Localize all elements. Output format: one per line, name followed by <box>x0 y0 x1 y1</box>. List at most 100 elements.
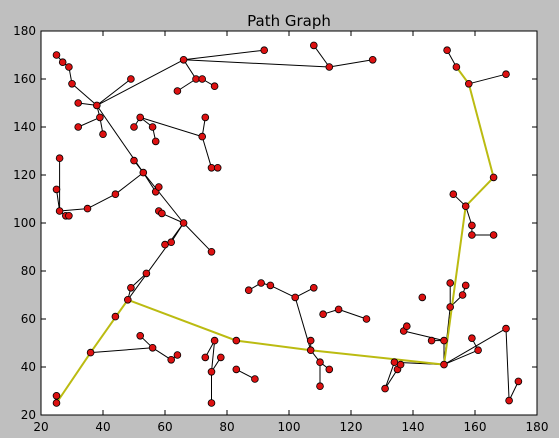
chart-title: Path Graph <box>247 12 331 30</box>
graph-node <box>444 47 451 54</box>
graph-node <box>317 383 324 390</box>
graph-node <box>462 282 469 289</box>
x-tick-label: 120 <box>340 420 363 434</box>
graph-node <box>199 133 206 140</box>
graph-node <box>447 280 454 287</box>
graph-node <box>475 347 482 354</box>
graph-node <box>124 296 131 303</box>
graph-node <box>503 71 510 78</box>
y-tick-label: 20 <box>21 408 36 422</box>
graph-node <box>137 114 144 121</box>
graph-node <box>174 352 181 359</box>
graph-node <box>53 186 60 193</box>
graph-node <box>307 337 314 344</box>
y-tick-label: 180 <box>13 24 36 38</box>
graph-node <box>53 392 60 399</box>
graph-node <box>59 59 66 66</box>
graph-node <box>75 100 82 107</box>
graph-node <box>462 203 469 210</box>
y-tick-label: 160 <box>13 72 36 86</box>
x-tick-label: 180 <box>526 420 549 434</box>
graph-node <box>202 354 209 361</box>
graph-node <box>307 347 314 354</box>
graph-node <box>515 378 522 385</box>
y-tick-label: 80 <box>21 264 36 278</box>
graph-node <box>152 138 159 145</box>
graph-node <box>168 239 175 246</box>
graph-node <box>56 155 63 162</box>
graph-node <box>506 397 513 404</box>
graph-node <box>292 294 299 301</box>
graph-node <box>419 294 426 301</box>
graph-node <box>382 385 389 392</box>
graph-node <box>53 400 60 407</box>
graph-node <box>131 157 138 164</box>
graph-node <box>180 56 187 63</box>
graph-node <box>459 292 466 299</box>
graph-node <box>335 306 342 313</box>
graph-node <box>245 287 252 294</box>
graph-node <box>363 316 370 323</box>
y-tick-label: 40 <box>21 360 36 374</box>
graph-node <box>93 102 100 109</box>
graph-node <box>193 76 200 83</box>
graph-node <box>447 304 454 311</box>
graph-node <box>180 220 187 227</box>
graph-node <box>310 284 317 291</box>
graph-node <box>149 124 156 131</box>
graph-node <box>100 131 107 138</box>
graph-node <box>84 205 91 212</box>
graph-node <box>174 88 181 95</box>
graph-node <box>162 241 169 248</box>
y-tick-label: 120 <box>13 168 36 182</box>
graph-node <box>469 232 476 239</box>
graph-node <box>97 114 104 121</box>
graph-node <box>112 191 119 198</box>
graph-node <box>490 232 497 239</box>
y-tick-label: 100 <box>13 216 36 230</box>
graph-node <box>391 359 398 366</box>
graph-node <box>233 366 240 373</box>
y-tick-label: 60 <box>21 312 36 326</box>
graph-node <box>131 124 138 131</box>
graph-node <box>450 191 457 198</box>
graph-node <box>143 270 150 277</box>
graph-node <box>66 64 73 71</box>
x-tick-label: 40 <box>95 420 110 434</box>
graph-node <box>310 42 317 49</box>
graph-node <box>208 248 215 255</box>
graph-node <box>217 354 224 361</box>
graph-node <box>469 222 476 229</box>
graph-node <box>441 361 448 368</box>
graph-node <box>261 47 268 54</box>
graph-node <box>326 64 333 71</box>
graph-node <box>490 174 497 181</box>
graph-node <box>56 208 63 215</box>
graph-node <box>155 184 162 191</box>
graph-node <box>369 56 376 63</box>
graph-node <box>53 52 60 59</box>
x-tick-label: 20 <box>33 420 48 434</box>
graph-node <box>127 284 134 291</box>
graph-node <box>140 169 147 176</box>
graph-node <box>465 80 472 87</box>
graph-node <box>326 366 333 373</box>
x-tick-label: 80 <box>219 420 234 434</box>
graph-node <box>469 335 476 342</box>
graph-node <box>233 337 240 344</box>
x-tick-label: 100 <box>278 420 301 434</box>
graph-node <box>214 164 221 171</box>
graph-node <box>66 212 73 219</box>
x-tick-label: 140 <box>402 420 425 434</box>
graph-node <box>202 114 209 121</box>
graph-node <box>75 124 82 131</box>
graph-node <box>208 164 215 171</box>
graph-node <box>159 210 166 217</box>
graph-node <box>320 311 327 318</box>
graph-node <box>112 313 119 320</box>
graph-node <box>317 359 324 366</box>
graph-node <box>168 356 175 363</box>
x-tick-label: 160 <box>464 420 487 434</box>
